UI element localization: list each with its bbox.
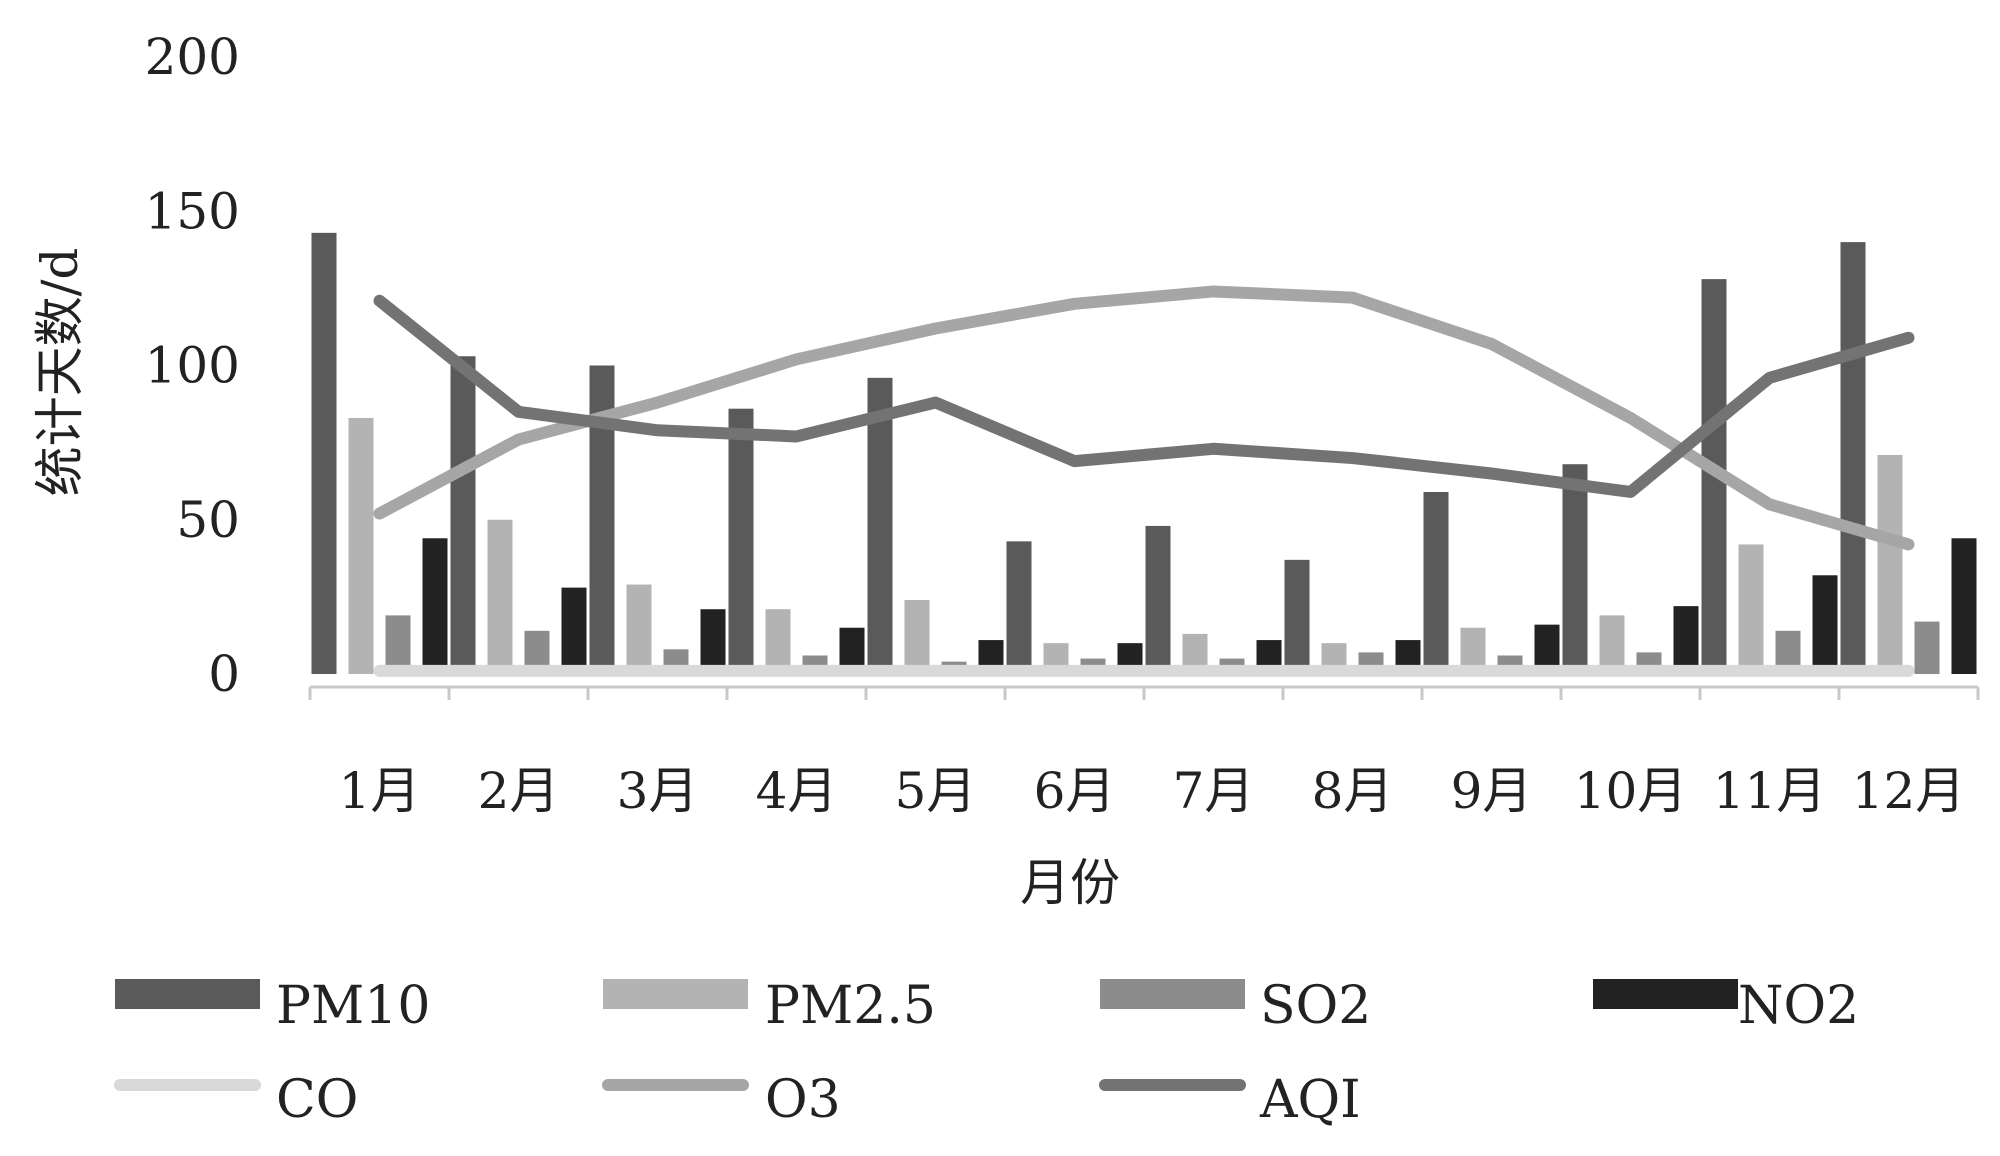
y-tick-label: 50 — [176, 491, 240, 549]
legend-item-aqi: AQI — [1099, 1070, 1361, 1130]
bar-pm25-5 — [904, 599, 930, 674]
bar-pm25-1 — [348, 417, 374, 674]
legend-swatch — [1593, 979, 1738, 1009]
legend-label: SO2 — [1260, 976, 1371, 1036]
bar-pm10-5 — [867, 377, 893, 674]
y-tick-label: 200 — [145, 28, 240, 86]
legend-swatch — [603, 979, 748, 1009]
x-tick-label: 10月 — [1574, 762, 1688, 820]
x-tick-label: 12月 — [1852, 762, 1966, 820]
x-tick-label: 2月 — [478, 762, 560, 820]
bar-no2-3 — [700, 609, 726, 674]
legend-swatch — [115, 979, 260, 1009]
x-tick-label: 1月 — [339, 762, 421, 820]
legend-item-co: CO — [114, 1070, 358, 1130]
bar-pm25-11 — [1738, 544, 1764, 674]
x-axis-title: 月份 — [1020, 854, 1120, 912]
x-tick-label: 4月 — [756, 762, 838, 820]
x-tick-label: 6月 — [1034, 762, 1116, 820]
legend-swatch — [1100, 979, 1245, 1009]
legend-label: O3 — [765, 1070, 841, 1130]
bar-pm25-10 — [1599, 615, 1625, 674]
x-tick-label: 3月 — [617, 762, 699, 820]
bar-pm10-2 — [450, 356, 476, 674]
bar-pm10-6 — [1006, 541, 1032, 674]
bar-no2-12 — [1951, 538, 1977, 674]
bar-pm25-12 — [1877, 454, 1903, 674]
bars-layer — [311, 232, 1977, 674]
lines-layer — [373, 285, 1915, 677]
x-tick-label: 5月 — [895, 762, 977, 820]
bar-so2-1 — [385, 615, 411, 674]
bar-pm25-4 — [765, 609, 791, 674]
bar-pm10-8 — [1284, 559, 1310, 674]
bar-no2-2 — [561, 587, 587, 674]
legend-label: PM10 — [276, 976, 430, 1036]
bar-pm25-3 — [626, 584, 652, 674]
bar-pm10-10 — [1562, 464, 1588, 674]
bar-pm25-2 — [487, 519, 513, 674]
x-tick-label: 11月 — [1713, 762, 1827, 820]
legend-item-so2: SO2 — [1100, 976, 1371, 1036]
bar-pm10-12 — [1840, 242, 1866, 674]
legend-label: CO — [276, 1070, 358, 1130]
x-tick-label: 7月 — [1173, 762, 1255, 820]
bar-pm10-7 — [1145, 525, 1171, 674]
y-tick-label: 150 — [145, 182, 240, 240]
bar-no2-11 — [1812, 575, 1838, 674]
y-tick-label: 0 — [208, 645, 240, 703]
bar-pm10-9 — [1423, 491, 1449, 674]
x-tick-label: 9月 — [1451, 762, 1533, 820]
y-tick-label: 100 — [145, 337, 240, 395]
legend-item-no2: NO2 — [1593, 976, 1859, 1036]
bar-pm10-4 — [728, 408, 754, 674]
bar-no2-1 — [422, 538, 448, 674]
legend: PM10 PM2.5 SO2 NO2 CO O3 AQI — [114, 976, 1859, 1130]
x-tick-label: 8月 — [1312, 762, 1394, 820]
legend-label: NO2 — [1738, 976, 1859, 1036]
legend-item-o3: O3 — [602, 1070, 841, 1130]
bar-no2-10 — [1673, 606, 1699, 674]
legend-item-pm25: PM2.5 — [603, 976, 936, 1036]
axis-layer — [308, 685, 1980, 700]
legend-label: AQI — [1259, 1070, 1361, 1130]
legend-item-pm10: PM10 — [115, 976, 430, 1036]
line-aqi — [373, 294, 1915, 498]
y-axis-title: 统计天数/d — [31, 248, 89, 497]
bar-pm10-1 — [311, 232, 337, 674]
labels-layer: 0 50 100 150 200 1月 2月 3月 4月 5月 6月 7月 8月 9月 10月 11月 12月 — [145, 28, 1966, 820]
legend-label: PM2.5 — [765, 976, 936, 1036]
bar-so2-12 — [1914, 621, 1940, 674]
line-o3 — [373, 285, 1915, 551]
